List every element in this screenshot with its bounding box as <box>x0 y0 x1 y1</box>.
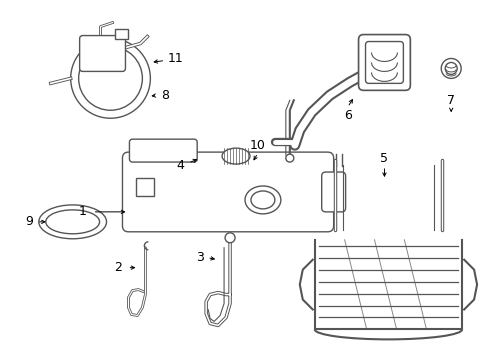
Text: 6: 6 <box>343 109 351 122</box>
Text: 10: 10 <box>249 139 265 152</box>
FancyBboxPatch shape <box>129 139 197 162</box>
Text: 11: 11 <box>167 52 183 65</box>
Text: 5: 5 <box>380 152 387 165</box>
Circle shape <box>285 154 293 162</box>
Ellipse shape <box>39 205 106 239</box>
Circle shape <box>444 62 456 75</box>
Text: 3: 3 <box>196 251 203 264</box>
Ellipse shape <box>46 210 100 234</box>
Circle shape <box>71 39 150 118</box>
Text: 9: 9 <box>25 215 33 228</box>
Ellipse shape <box>244 186 280 214</box>
FancyBboxPatch shape <box>321 172 345 212</box>
FancyBboxPatch shape <box>122 152 333 232</box>
Circle shape <box>79 46 142 110</box>
Ellipse shape <box>250 191 274 209</box>
Bar <box>136 178 154 196</box>
Ellipse shape <box>222 148 249 164</box>
Circle shape <box>224 233 235 243</box>
Text: 8: 8 <box>161 89 169 102</box>
FancyBboxPatch shape <box>365 41 403 84</box>
Circle shape <box>440 58 460 78</box>
Bar <box>114 28 128 39</box>
FancyBboxPatch shape <box>358 35 409 90</box>
Text: 1: 1 <box>79 205 86 219</box>
Text: 2: 2 <box>114 261 122 274</box>
Text: 7: 7 <box>447 94 454 107</box>
FancyBboxPatch shape <box>80 36 125 71</box>
Text: 4: 4 <box>176 158 184 172</box>
